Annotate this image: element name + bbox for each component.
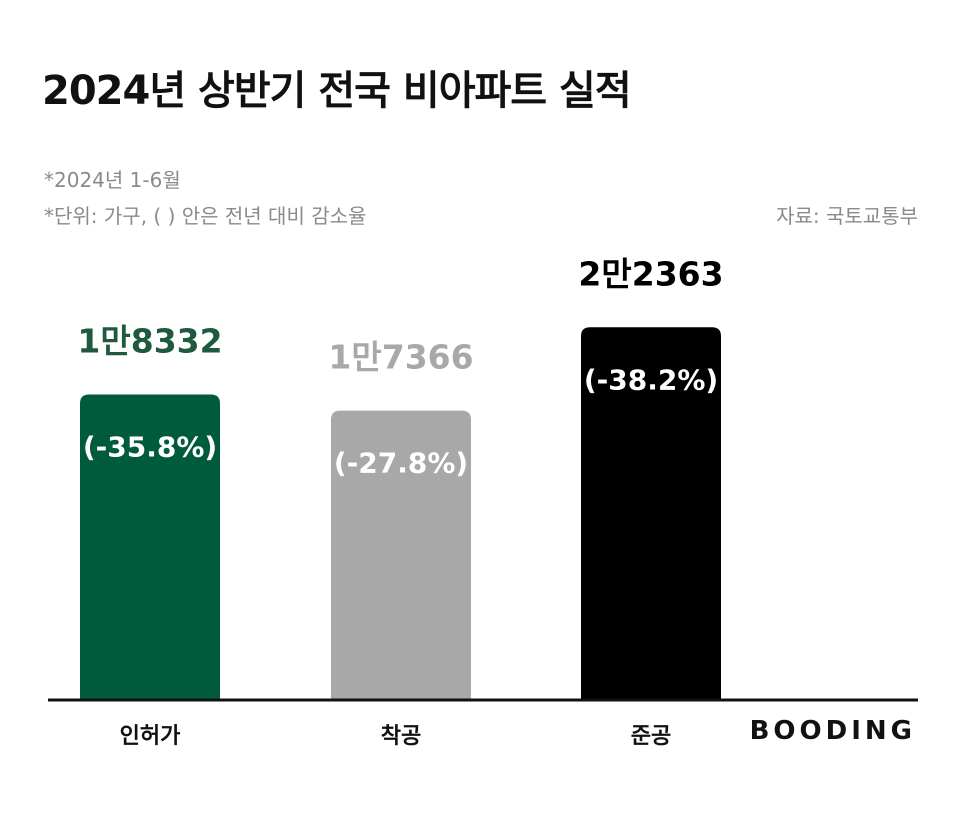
change-label: (-38.2%) bbox=[584, 363, 718, 396]
value-label: 1만7366 bbox=[328, 338, 473, 377]
value-label: 1만8332 bbox=[77, 321, 222, 360]
period-note: *2024년 1-6월 bbox=[44, 168, 181, 192]
bar bbox=[331, 410, 471, 700]
source-note: 자료: 국토교통부 bbox=[776, 204, 918, 228]
chart-title: 2024년 상반기 전국 비아파트 실적 bbox=[42, 68, 632, 114]
change-label: (-27.8%) bbox=[334, 447, 468, 480]
value-label: 2만2363 bbox=[578, 254, 723, 293]
bar bbox=[581, 327, 721, 700]
change-label: (-35.8%) bbox=[83, 430, 217, 463]
category-label: 착공 bbox=[381, 724, 421, 749]
bar bbox=[80, 394, 220, 700]
category-label: 준공 bbox=[631, 724, 671, 749]
brand-logo: BOODING bbox=[749, 716, 916, 746]
category-label: 인허가 bbox=[120, 724, 181, 749]
unit-note: *단위: 가구, ( ) 안은 전년 대비 감소율 bbox=[44, 204, 367, 228]
